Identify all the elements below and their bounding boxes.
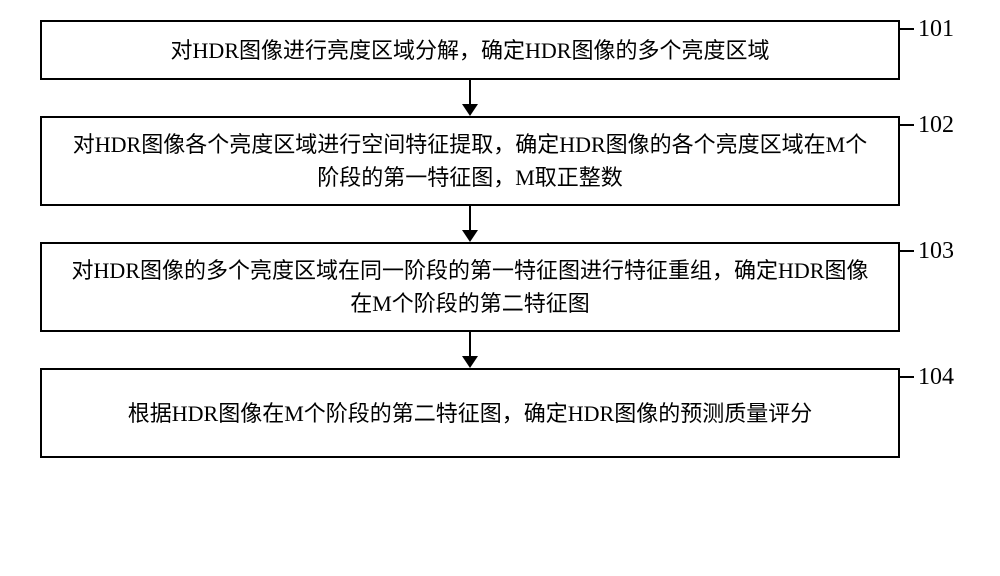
flowchart-node-1: 对HDR图像进行亮度区域分解，确定HDR图像的多个亮度区域 [40, 20, 900, 80]
flowchart-row-3: 对HDR图像的多个亮度区域在同一阶段的第一特征图进行特征重组，确定HDR图像在M… [40, 242, 960, 332]
connector-line-3 [900, 250, 914, 252]
node-text-4: 根据HDR图像在M个阶段的第二特征图，确定HDR图像的预测质量评分 [128, 397, 812, 430]
flowchart-node-4: 根据HDR图像在M个阶段的第二特征图，确定HDR图像的预测质量评分 [40, 368, 900, 458]
arrow-line-1 [469, 80, 471, 104]
arrow-1 [40, 80, 900, 116]
connector-line-1 [900, 28, 914, 30]
arrow-2 [40, 206, 900, 242]
connector-line-4 [900, 376, 914, 378]
flowchart-node-2: 对HDR图像各个亮度区域进行空间特征提取，确定HDR图像的各个亮度区域在M个阶段… [40, 116, 900, 206]
node-text-2: 对HDR图像各个亮度区域进行空间特征提取，确定HDR图像的各个亮度区域在M个阶段… [62, 128, 878, 194]
connector-line-2 [900, 124, 914, 126]
flowchart-row-4: 根据HDR图像在M个阶段的第二特征图，确定HDR图像的预测质量评分 104 [40, 368, 960, 458]
node-label-1: 101 [918, 16, 954, 43]
node-text-1: 对HDR图像进行亮度区域分解，确定HDR图像的多个亮度区域 [171, 34, 770, 67]
node-label-3: 103 [918, 238, 954, 265]
arrow-head-1 [462, 104, 478, 116]
flowchart-container: 对HDR图像进行亮度区域分解，确定HDR图像的多个亮度区域 101 对HDR图像… [40, 20, 960, 458]
node-text-3: 对HDR图像的多个亮度区域在同一阶段的第一特征图进行特征重组，确定HDR图像在M… [62, 254, 878, 320]
node-label-2: 102 [918, 112, 954, 139]
arrow-head-3 [462, 356, 478, 368]
flowchart-row-1: 对HDR图像进行亮度区域分解，确定HDR图像的多个亮度区域 101 [40, 20, 960, 80]
arrow-line-2 [469, 206, 471, 230]
arrow-3 [40, 332, 900, 368]
arrow-line-3 [469, 332, 471, 356]
arrow-head-2 [462, 230, 478, 242]
flowchart-node-3: 对HDR图像的多个亮度区域在同一阶段的第一特征图进行特征重组，确定HDR图像在M… [40, 242, 900, 332]
node-label-4: 104 [918, 364, 954, 391]
flowchart-row-2: 对HDR图像各个亮度区域进行空间特征提取，确定HDR图像的各个亮度区域在M个阶段… [40, 116, 960, 206]
